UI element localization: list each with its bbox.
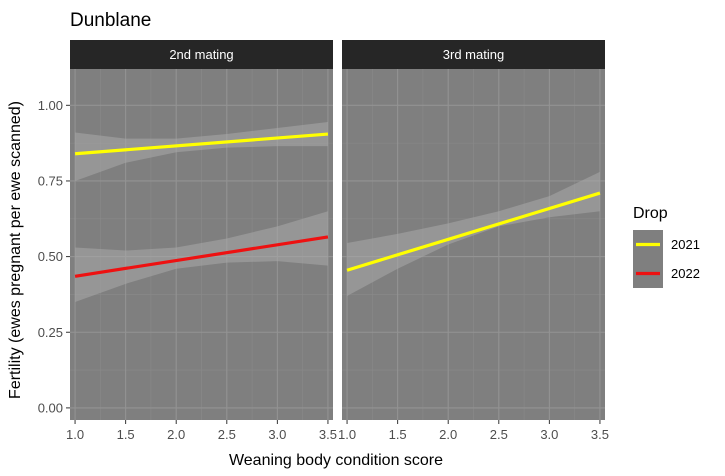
y-axis-title: Fertility (ewes pregnant per ewe scanned… bbox=[7, 101, 24, 399]
y-tick-label: 0.75 bbox=[38, 173, 63, 188]
x-tick-label: 1.5 bbox=[389, 427, 407, 442]
x-tick-label: 3.0 bbox=[268, 427, 286, 442]
y-tick-label: 0.50 bbox=[38, 249, 63, 264]
facet-strip bbox=[342, 40, 605, 69]
chart-title: Dunblane bbox=[70, 10, 151, 31]
x-tick-label: 2.5 bbox=[490, 427, 508, 442]
y-tick-label: 0.00 bbox=[38, 400, 63, 415]
confidence-band-2021 bbox=[347, 171, 600, 296]
x-tick-label: 1.5 bbox=[117, 427, 135, 442]
fit-line-2021 bbox=[346, 191, 601, 272]
facet-strip-label: 2nd mating bbox=[169, 47, 233, 62]
x-tick-label: 2.0 bbox=[167, 427, 185, 442]
legend-title: Drop bbox=[633, 205, 668, 222]
facet-strip bbox=[70, 40, 333, 69]
panel-2: 3rd mating 1.0 1.5 2.0 2.5 3.0 3.5 bbox=[338, 40, 609, 442]
fit-line-2022 bbox=[74, 235, 329, 278]
x-tick-label: 2.0 bbox=[439, 427, 457, 442]
x-tick-label: 3.5 bbox=[319, 427, 337, 442]
y-tick-label: 1.00 bbox=[38, 98, 63, 113]
x-tick-label: 3.5 bbox=[591, 427, 609, 442]
x-tick-label: 2.5 bbox=[218, 427, 236, 442]
legend-label-2021: 2021 bbox=[671, 237, 700, 252]
legend: Drop 2021 2022 bbox=[633, 205, 700, 288]
legend-label-2022: 2022 bbox=[671, 266, 700, 281]
fit-line-2021 bbox=[74, 132, 329, 156]
facet-strip-label: 3rd mating bbox=[443, 47, 504, 62]
panel-1: 2nd mating 1.0 1.5 2.0 2.5 3.0 3.5 bbox=[66, 40, 337, 442]
facet-panels: 2nd mating 1.0 1.5 2.0 2.5 3.0 3.5 3rd mating 1.… bbox=[38, 40, 609, 442]
x-tick-label: 1.0 bbox=[338, 427, 356, 442]
x-tick-label: 3.0 bbox=[540, 427, 558, 442]
x-axis-title: Weaning body condition score bbox=[229, 452, 443, 469]
y-tick-label: 0.25 bbox=[38, 325, 63, 340]
x-tick-label: 1.0 bbox=[66, 427, 84, 442]
y-axis: 0.00 0.25 0.50 0.75 1.00 bbox=[38, 98, 70, 415]
confidence-band-2021 bbox=[75, 121, 328, 181]
